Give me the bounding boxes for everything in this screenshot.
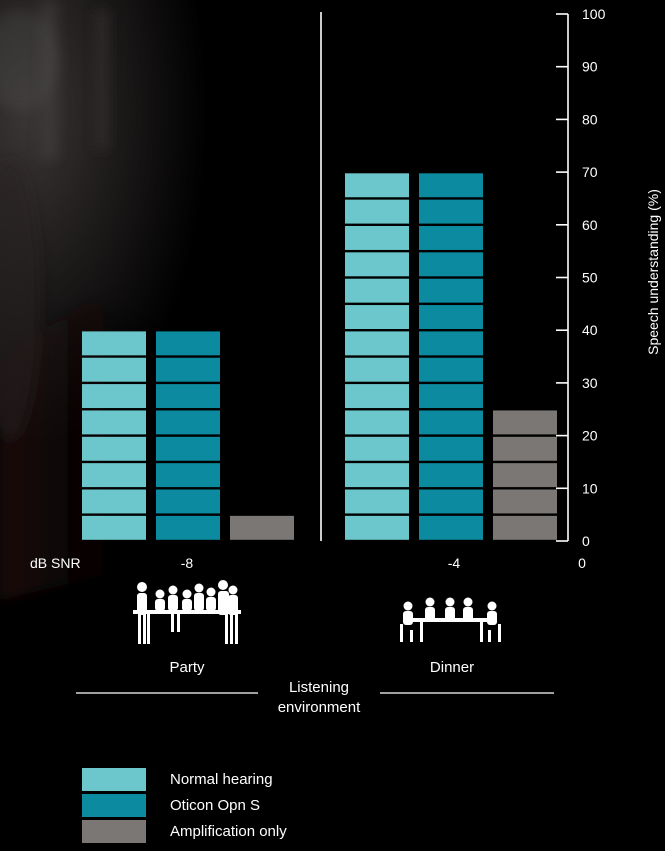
bar-segment-oticon (419, 515, 483, 540)
bar-segment-normal-hearing (82, 515, 146, 540)
y-tick-label: 50 (582, 270, 598, 286)
bar-segment-oticon (419, 173, 483, 198)
bar-segment-oticon (156, 436, 220, 461)
legend-item: Oticon Opn S (82, 792, 287, 818)
bar-segment-normal-hearing (345, 463, 409, 488)
x-tick-label: -4 (448, 555, 461, 571)
y-tick-label: 0 (582, 533, 590, 549)
y-tick-label: 80 (582, 111, 598, 127)
y-tick-label: 10 (582, 480, 598, 496)
bar-segment-normal-hearing (345, 252, 409, 277)
y-tick-label: 60 (582, 217, 598, 233)
bar-segment-normal-hearing (345, 384, 409, 409)
bar-segment-oticon (419, 252, 483, 277)
bar-segment-amplification (493, 489, 557, 514)
bar-segment-oticon (419, 436, 483, 461)
legend: Normal hearing Oticon Opn S Amplificatio… (82, 766, 287, 844)
x-axis-label: dB SNR (30, 555, 81, 571)
bar-segment-normal-hearing (345, 515, 409, 540)
bar-segment-normal-hearing (345, 173, 409, 198)
bar-segment-amplification (493, 463, 557, 488)
bar-segment-oticon (419, 305, 483, 329)
y-tick-label: 30 (582, 375, 598, 391)
bar-segment-oticon (156, 489, 220, 514)
x-tick-label: 0 (578, 555, 586, 571)
bar-segment-oticon (419, 410, 483, 435)
bar-segment-normal-hearing (345, 489, 409, 514)
bar-segment-oticon (156, 384, 220, 409)
y-axis-label: Speech understanding (%) (645, 189, 661, 355)
bar-segment-oticon (419, 463, 483, 488)
bar-segment-normal-hearing (82, 489, 146, 514)
y-tick-label: 40 (582, 322, 598, 338)
bar-segment-normal-hearing (345, 410, 409, 435)
bar-segment-normal-hearing (345, 305, 409, 329)
bar-segment-normal-hearing (82, 436, 146, 461)
bar-segment-oticon (419, 357, 483, 382)
bar-segment-amplification (230, 515, 294, 540)
listening-environment-label: environment (278, 699, 361, 716)
dinner-icon (400, 597, 501, 642)
bar-segment-oticon (156, 463, 220, 488)
bar-segment-amplification (493, 515, 557, 540)
bar-segment-oticon (419, 384, 483, 409)
bar-segment-normal-hearing (345, 278, 409, 303)
bar-segment-oticon (156, 515, 220, 540)
y-tick-label: 100 (582, 6, 606, 22)
legend-swatch-normal-hearing (82, 767, 146, 791)
bar-segment-normal-hearing (82, 463, 146, 488)
bar-segment-oticon (419, 278, 483, 303)
bar-segment-oticon (419, 489, 483, 514)
party-icon (133, 580, 241, 644)
y-tick-label: 90 (582, 59, 598, 75)
bar-segment-normal-hearing (345, 199, 409, 224)
bar-segment-oticon (156, 410, 220, 435)
bar-segment-oticon (419, 226, 483, 250)
legend-swatch-oticon (82, 793, 146, 817)
listening-environment-label: Listening (289, 679, 349, 696)
bar-segment-normal-hearing (82, 357, 146, 382)
bar-segment-oticon (156, 331, 220, 356)
bar-segment-normal-hearing (82, 410, 146, 435)
y-tick-label: 70 (582, 164, 598, 180)
environment-label-party: Party (169, 659, 205, 676)
bar-segment-normal-hearing (82, 331, 146, 356)
bar-segment-oticon (419, 199, 483, 224)
bar-segment-normal-hearing (345, 226, 409, 250)
bar-segment-normal-hearing (82, 384, 146, 409)
legend-label: Amplification only (170, 822, 287, 840)
bar-segment-normal-hearing (345, 331, 409, 356)
bar-segment-normal-hearing (345, 436, 409, 461)
y-tick-label: 20 (582, 428, 598, 444)
bars-group (82, 173, 557, 540)
legend-item: Amplification only (82, 818, 287, 844)
legend-item: Normal hearing (82, 766, 287, 792)
legend-swatch-amplification (82, 819, 146, 843)
x-tick-label: -8 (181, 555, 194, 571)
bar-segment-oticon (419, 331, 483, 356)
bar-segment-amplification (493, 410, 557, 435)
bar-segment-amplification (493, 436, 557, 461)
bar-segment-oticon (156, 357, 220, 382)
legend-label: Normal hearing (170, 770, 273, 788)
y-axis-ticks: 0 10 20 30 40 50 60 70 80 90 100 (556, 6, 606, 549)
environment-label-dinner: Dinner (430, 659, 474, 676)
legend-label: Oticon Opn S (170, 796, 261, 814)
bar-segment-normal-hearing (345, 357, 409, 382)
